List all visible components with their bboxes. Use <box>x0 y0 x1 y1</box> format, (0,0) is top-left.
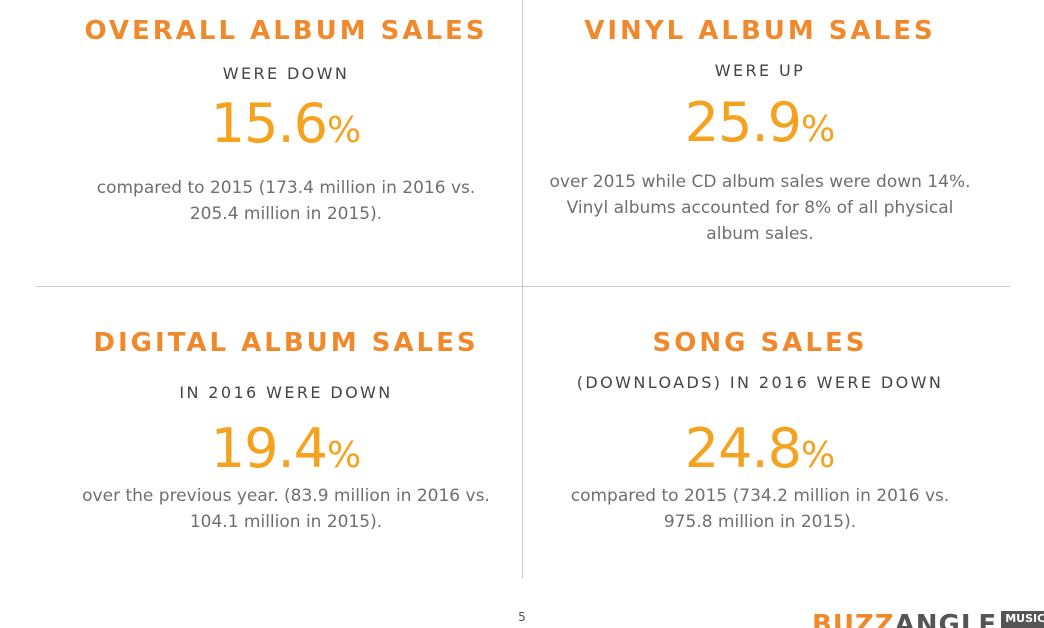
description-line: 205.4 million in 2015). <box>189 204 383 224</box>
percent-value: 19.4% <box>36 422 536 476</box>
song-sales-panel: SONG SALES (DOWNLOADS) IN 2016 WERE DOWN… <box>510 287 1010 578</box>
panel-subheading: (DOWNLOADS) IN 2016 WERE DOWN <box>576 373 944 392</box>
horizontal-divider <box>36 286 1010 287</box>
percent-number: 15.6 <box>210 92 328 155</box>
logo-music-badge: MUSIC <box>1001 611 1044 628</box>
percent-value: 24.8% <box>510 422 1010 476</box>
percent-number: 19.4 <box>210 417 328 480</box>
description-line: compared to 2015 (734.2 million in 2016 … <box>570 486 950 506</box>
percent-number: 24.8 <box>684 417 802 480</box>
digital-album-sales-panel: DIGITAL ALBUM SALES IN 2016 WERE DOWN 19… <box>36 287 536 578</box>
percent-sign: % <box>801 435 836 476</box>
percent-value: 25.9% <box>510 96 1010 150</box>
panel-heading: VINYL ALBUM SALES <box>584 16 936 46</box>
panel-heading: DIGITAL ALBUM SALES <box>93 328 479 358</box>
panel-description: over the previous year. (83.9 million in… <box>36 483 536 535</box>
panel-description: compared to 2015 (173.4 million in 2016 … <box>36 175 536 227</box>
percent-number: 25.9 <box>684 91 802 154</box>
description-line: 975.8 million in 2015). <box>663 512 857 532</box>
panel-heading: OVERALL ALBUM SALES <box>84 16 488 46</box>
panel-heading: SONG SALES <box>652 328 868 358</box>
description-line: over 2015 while CD album sales were down… <box>549 172 971 192</box>
description-line: over the previous year. (83.9 million in… <box>82 486 490 506</box>
logo-angle-text: ANGLE <box>894 610 998 628</box>
percent-value: 15.6% <box>36 97 536 151</box>
panel-subheading: WERE DOWN <box>222 64 350 83</box>
panel-subheading: IN 2016 WERE DOWN <box>179 383 393 402</box>
overall-album-sales-panel: OVERALL ALBUM SALES WERE DOWN 15.6% comp… <box>36 0 536 286</box>
description-line: compared to 2015 (173.4 million in 2016 … <box>96 178 476 198</box>
description-line: Vinyl albums accounted for 8% of all phy… <box>566 198 954 218</box>
percent-sign: % <box>801 109 836 150</box>
panel-description: compared to 2015 (734.2 million in 2016 … <box>510 483 1010 535</box>
logo-buzz-text: BUZZ <box>812 610 895 628</box>
percent-sign: % <box>327 110 362 151</box>
vertical-divider <box>522 0 523 578</box>
percent-sign: % <box>327 435 362 476</box>
page-number: 5 <box>518 610 526 624</box>
buzzangle-music-logo: BUZZANGLE MUSIC <box>812 608 1044 628</box>
description-line: 104.1 million in 2015). <box>189 512 383 532</box>
vinyl-album-sales-panel: VINYL ALBUM SALES WERE UP 25.9% over 201… <box>510 0 1010 286</box>
panel-description: over 2015 while CD album sales were down… <box>510 169 1010 247</box>
panel-subheading: WERE UP <box>714 61 806 80</box>
description-line: album sales. <box>706 224 814 244</box>
